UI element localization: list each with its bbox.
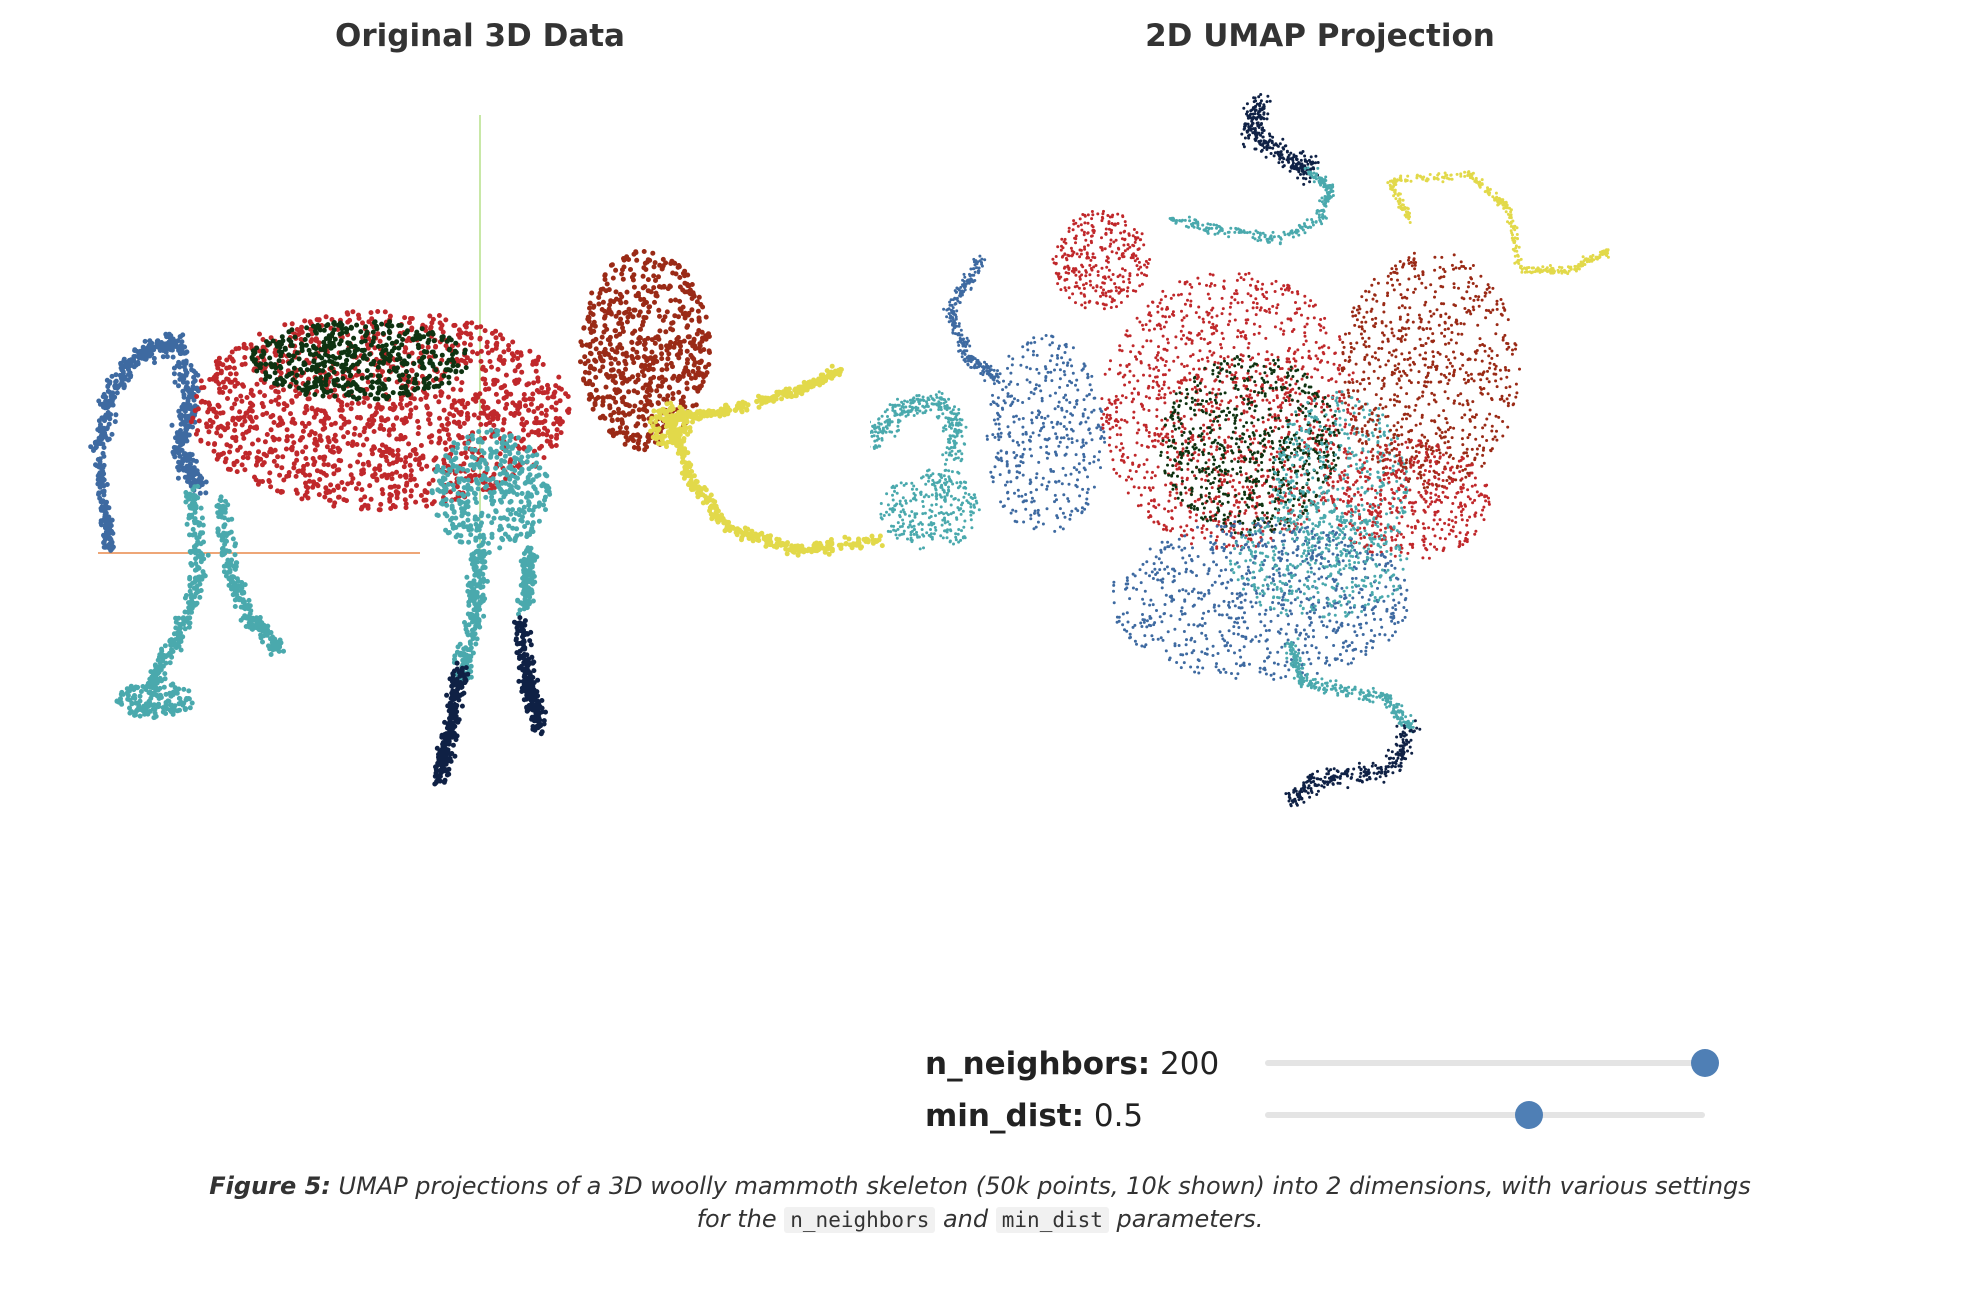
figure-caption: Figure 5: UMAP projections of a 3D wooll… (200, 1170, 1760, 1237)
min-dist-slider-thumb[interactable] (1515, 1101, 1543, 1129)
caption-text: UMAP projections of a 3D woolly mammoth … (330, 1172, 1751, 1233)
point-cluster (1228, 499, 1409, 619)
point-cluster (1168, 166, 1335, 246)
n-neighbors-label: n_neighbors: 200 (925, 1046, 1220, 1082)
point-cluster (451, 541, 492, 686)
point-cluster (870, 390, 968, 506)
point-cluster (942, 254, 1002, 386)
point-cluster (512, 615, 549, 737)
point-cluster (114, 681, 195, 721)
point-cluster (663, 363, 844, 427)
n-neighbors-control: n_neighbors: 200 (925, 1040, 1719, 1092)
point-cluster (1240, 93, 1320, 186)
point-cluster (1051, 209, 1152, 311)
min-dist-label: min_dist: 0.5 (925, 1098, 1144, 1134)
point-cluster (432, 660, 471, 787)
n-neighbors-value: 200 (1160, 1046, 1220, 1082)
code-n-neighbors: n_neighbors (784, 1207, 936, 1233)
code-min-dist: min_dist (995, 1207, 1109, 1233)
point-cluster (143, 483, 211, 696)
figure-label: Figure 5: (209, 1172, 331, 1200)
point-cluster (1283, 637, 1415, 734)
point-cluster (578, 249, 713, 453)
min-dist-value: 0.5 (1093, 1098, 1144, 1134)
caption-text: and (935, 1205, 996, 1233)
caption-text: parameters. (1108, 1205, 1264, 1233)
left-panel-title: Original 3D Data (335, 18, 625, 54)
n-neighbors-slider[interactable] (1265, 1049, 1719, 1077)
point-cluster (249, 319, 469, 402)
umap-2d-scatter[interactable] (870, 80, 1800, 1010)
scatter-points (88, 249, 885, 787)
point-cluster (1340, 251, 1522, 490)
point-cluster (188, 309, 572, 513)
point-cluster (214, 494, 287, 657)
point-cluster (93, 456, 116, 553)
point-cluster (515, 545, 540, 617)
point-cluster (985, 334, 1107, 533)
parameter-controls: n_neighbors: 200 min_dist: 0.5 (925, 1040, 1719, 1144)
point-cluster (661, 416, 885, 558)
right-panel-title: 2D UMAP Projection (1145, 18, 1495, 54)
n-neighbors-slider-thumb[interactable] (1691, 1049, 1719, 1077)
point-cluster (647, 400, 693, 450)
min-dist-slider[interactable] (1265, 1101, 1705, 1129)
point-cluster (1386, 170, 1610, 276)
point-cluster (88, 331, 209, 505)
mammoth-3d-scatter[interactable] (80, 90, 900, 850)
point-cluster (429, 427, 553, 551)
point-cluster (1284, 719, 1422, 808)
min-dist-control: min_dist: 0.5 (925, 1092, 1705, 1144)
point-cluster (879, 468, 981, 551)
point-cluster (1112, 518, 1409, 681)
scatter-points (870, 93, 1610, 808)
point-cluster (1329, 438, 1491, 560)
point-cluster (1159, 354, 1341, 537)
